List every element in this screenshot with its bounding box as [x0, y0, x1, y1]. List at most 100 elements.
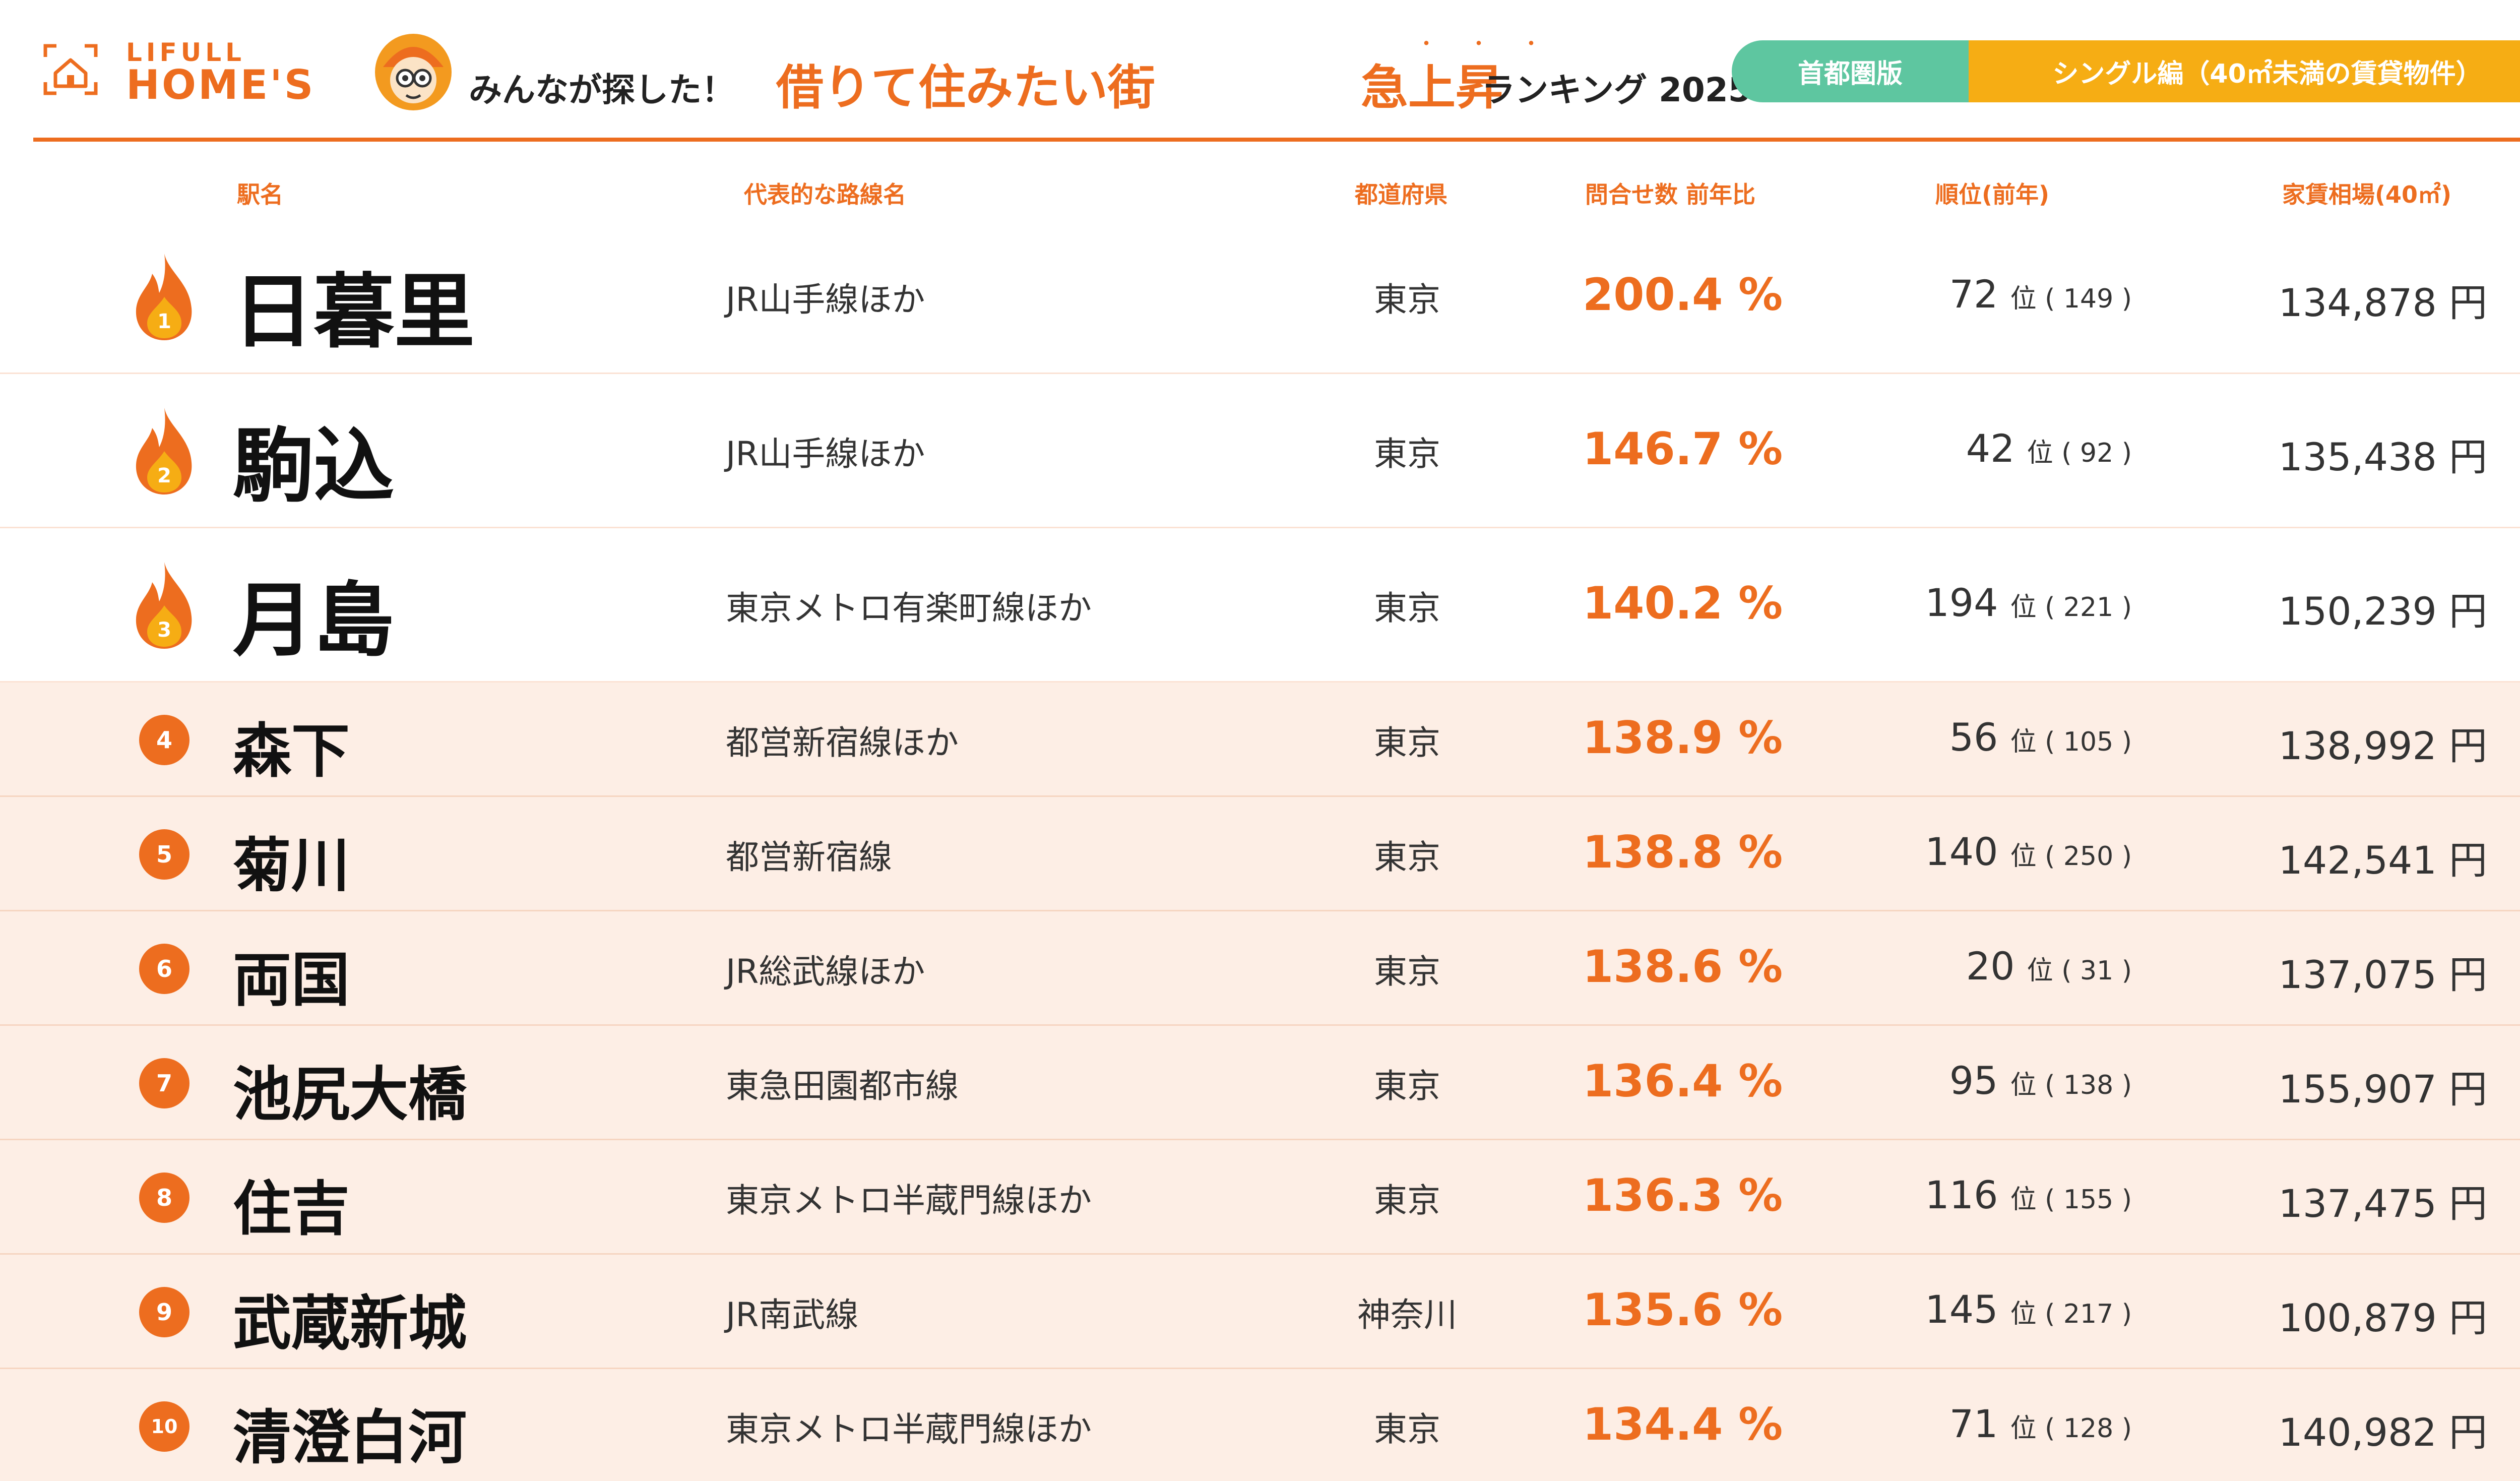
rank-number: 1	[157, 310, 171, 333]
title-suffix: ランキング 2025	[1482, 71, 1751, 109]
col-rank: 順位(前年)	[1935, 181, 2050, 208]
rank-current: 116 位 ( 155 )	[1925, 1173, 2132, 1217]
line-name: 東京メトロ半蔵門線ほか	[726, 1409, 1092, 1449]
brand-logo[interactable]: LIFULL HOME'S	[40, 32, 452, 112]
station-name[interactable]: 日暮里	[233, 265, 475, 359]
rank-value: 145	[1925, 1286, 2010, 1332]
house-icon	[43, 44, 98, 95]
rank-number-badge: 4	[139, 714, 190, 765]
rank-unit: 位	[2010, 592, 2045, 623]
rank-previous: ( 92 )	[2061, 438, 2132, 468]
line-name: 東京メトロ有楽町線ほか	[726, 589, 1092, 628]
station-name[interactable]: 池尻大橋	[233, 1060, 467, 1129]
rank-number-badge: 8	[139, 1172, 190, 1223]
brand-line1: LIFULL	[126, 38, 245, 67]
prefecture: 東京	[1374, 435, 1440, 473]
line-name: JR山手線ほか	[726, 435, 925, 473]
rank-value: 140	[1925, 829, 2010, 874]
rank-previous: ( 138 )	[2045, 1070, 2132, 1100]
rank-value: 194	[1925, 580, 2010, 625]
inquiry-ratio: 138.9 %	[1583, 711, 1783, 764]
table-row[interactable]: 7 池尻大橋 東急田園都市線 東京 136.4 % 95 位 ( 138 ) 155,907…	[0, 1026, 2520, 1140]
header: LIFULL HOME'S みんなが探した！ 借りて住みたい街 ・・・ 急上昇 …	[0, 0, 2520, 143]
rank-value: 95	[1949, 1058, 2010, 1103]
station-name[interactable]: 駒込	[233, 419, 395, 513]
title-main: 借りて住みたい街	[776, 60, 1156, 115]
rent-value: 140,982 円	[2278, 1409, 2487, 1455]
inquiry-ratio: 140.2 %	[1583, 577, 1783, 629]
line-name: JR総武線ほか	[726, 952, 925, 991]
rent-value: 137,075 円	[2278, 952, 2487, 997]
table-row[interactable]: 5 菊川 都営新宿線 東京 138.8 % 140 位 ( 250 ) 142,541 円	[0, 797, 2520, 911]
rank-current: 20 位 ( 31 )	[1966, 944, 2132, 989]
col-inquiry-ratio: 問合せ数 前年比	[1585, 181, 1756, 208]
brand-line2: HOME'S	[126, 61, 316, 108]
rent-value: 100,879 円	[2278, 1295, 2487, 1340]
prefecture: 東京	[1374, 1181, 1440, 1220]
table-row[interactable]: 6 両国 JR総武線ほか 東京 138.6 % 20 位 ( 31 ) 137,075 円	[0, 911, 2520, 1026]
rank-number: 3	[157, 619, 171, 642]
rank-number: 2	[157, 464, 171, 487]
flame-rank-icon: 2	[136, 408, 192, 495]
rank-current: 140 位 ( 250 )	[1925, 829, 2132, 874]
prefecture: 東京	[1374, 280, 1440, 319]
rent-value: 135,438 円	[2278, 435, 2487, 479]
rank-value: 56	[1949, 714, 2010, 760]
rank-unit: 位	[2010, 841, 2045, 872]
rank-previous: ( 155 )	[2045, 1184, 2132, 1215]
rent-value: 155,907 円	[2278, 1066, 2487, 1112]
rank-value: 20	[1966, 943, 2027, 989]
rank-current: 42 位 ( 92 )	[1966, 426, 2132, 471]
inquiry-ratio: 136.4 %	[1583, 1055, 1783, 1107]
rank-value: 42	[1966, 426, 2027, 471]
rent-value: 142,541 円	[2278, 837, 2487, 883]
region-badge: 首都圏版	[1732, 40, 1969, 102]
station-name[interactable]: 両国	[233, 946, 350, 1014]
flame-rank-icon: 1	[136, 254, 192, 340]
rank-previous: ( 31 )	[2061, 955, 2132, 986]
prefecture: 東京	[1374, 1066, 1440, 1105]
rank-previous: ( 105 )	[2045, 726, 2132, 757]
rank-unit: 位	[2010, 1413, 2045, 1444]
rank-number-badge: 5	[139, 829, 190, 880]
station-name[interactable]: 住吉	[233, 1175, 350, 1243]
page-title: みんなが探した！ 借りて住みたい街 ・・・ 急上昇 ランキング 2025	[469, 32, 1751, 115]
prefecture: 東京	[1374, 952, 1440, 991]
prefecture: 神奈川	[1357, 1295, 1457, 1334]
rank-unit: 位	[2027, 438, 2062, 468]
title-prefix: みんなが探した！	[469, 71, 735, 109]
line-name: 東急田園都市線	[726, 1066, 959, 1105]
rank-previous: ( 149 )	[2045, 284, 2132, 314]
table-row[interactable]: 1 日暮里 JR山手線ほか 東京 200.4 % 72 位 ( 149 ) 134,878 …	[0, 220, 2520, 374]
table-row[interactable]: 8 住吉 東京メトロ半蔵門線ほか 東京 136.3 % 116 位 ( 155 ) 137,…	[0, 1140, 2520, 1255]
line-name: 都営新宿線	[726, 837, 892, 877]
table-row[interactable]: 10 清澄白河 東京メトロ半蔵門線ほか 東京 134.4 % 71 位 ( 128 ) 14…	[0, 1369, 2520, 1481]
table-row[interactable]: 9 武蔵新城 JR南武線 神奈川 135.6 % 145 位 ( 217 ) 100,879…	[0, 1255, 2520, 1369]
col-station: 駅名	[237, 181, 283, 208]
rank-previous: ( 128 )	[2045, 1413, 2132, 1444]
table-row[interactable]: 2 駒込 JR山手線ほか 東京 146.7 % 42 位 ( 92 ) 135,438 円	[0, 374, 2520, 528]
flame-rank-icon: 3	[136, 562, 192, 649]
station-name[interactable]: 清澄白河	[233, 1403, 467, 1472]
inquiry-ratio: 200.4 %	[1583, 269, 1783, 321]
prefecture: 東京	[1374, 837, 1440, 877]
station-name[interactable]: 森下	[233, 717, 350, 785]
rank-number-badge: 10	[139, 1401, 190, 1452]
table-row[interactable]: 4 森下 都営新宿線ほか 東京 138.9 % 56 位 ( 105 ) 138,992 円	[0, 683, 2520, 797]
rank-value: 72	[1949, 272, 2010, 317]
category-badges: 首都圏版 シングル編（40㎡未満の賃貸物件）	[1732, 40, 2520, 102]
rank-unit: 位	[2010, 726, 2045, 757]
line-name: 都営新宿線ほか	[726, 723, 959, 762]
station-name[interactable]: 月島	[233, 573, 395, 667]
rank-current: 145 位 ( 217 )	[1925, 1287, 2132, 1332]
station-name[interactable]: 武蔵新城	[233, 1289, 467, 1357]
rank-current: 56 位 ( 105 )	[1949, 715, 2132, 760]
rank-unit: 位	[2010, 284, 2045, 314]
rank-current: 71 位 ( 128 )	[1949, 1401, 2132, 1446]
rank-value: 116	[1925, 1172, 2010, 1217]
title-emphasis-dots: ・・・	[1416, 32, 1573, 55]
table-row[interactable]: 3 月島 東京メトロ有楽町線ほか 東京 140.2 % 194 位 ( 221 ) 150,…	[0, 528, 2520, 683]
rent-value: 150,239 円	[2278, 589, 2487, 634]
station-name[interactable]: 菊川	[233, 831, 350, 900]
